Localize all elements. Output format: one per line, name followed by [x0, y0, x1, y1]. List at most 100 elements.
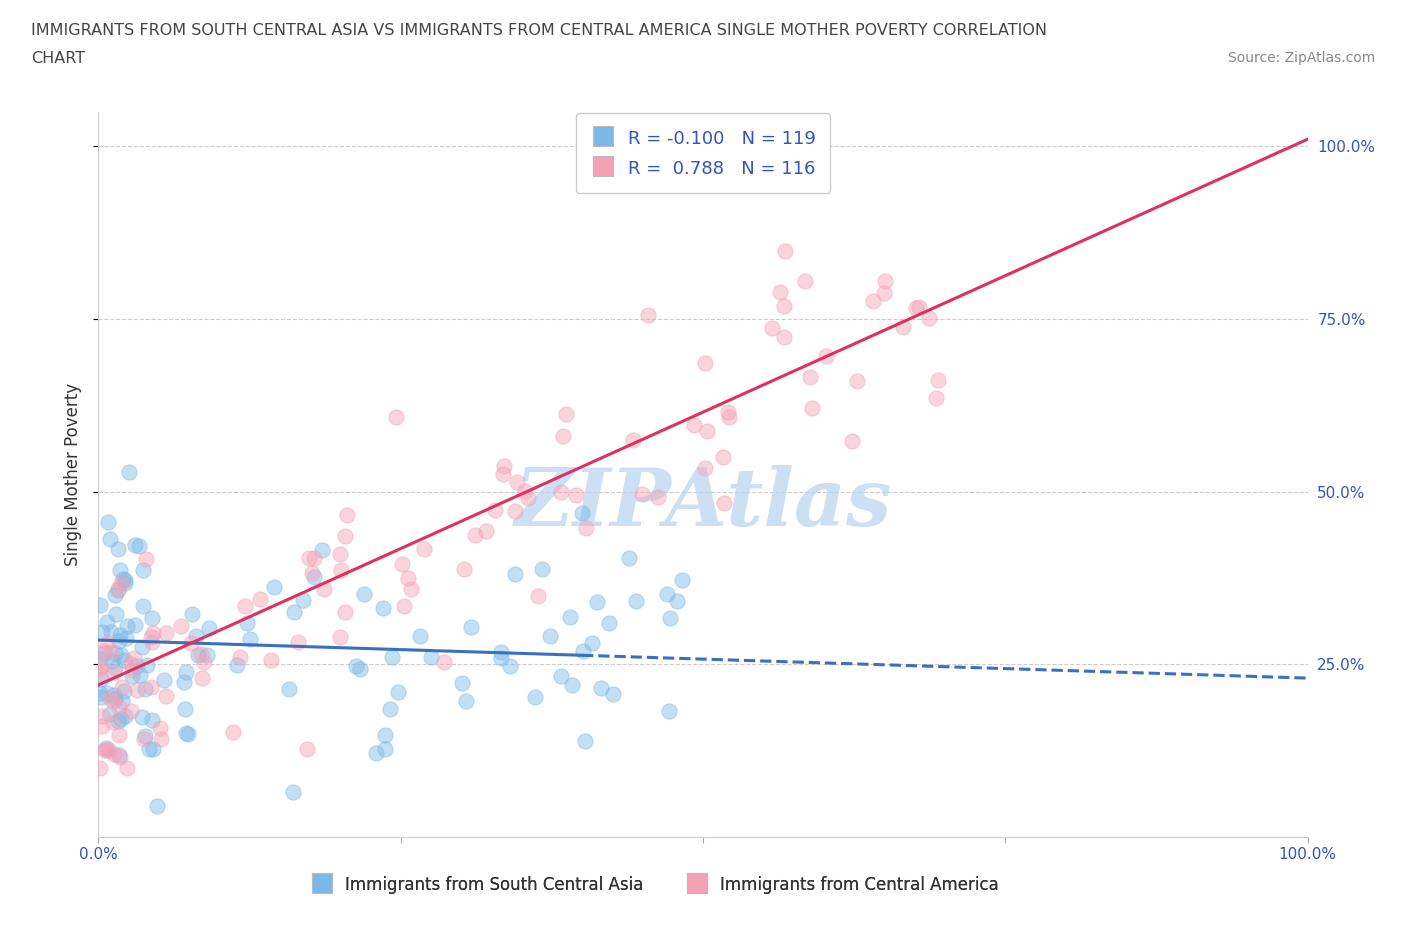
Point: [89, 660, 111, 675]
Point: [110, 648, 132, 663]
Point: [489, 644, 512, 659]
Point: [118, 465, 141, 480]
Point: [89, 761, 111, 776]
Point: [799, 370, 821, 385]
Point: [94, 740, 117, 755]
Point: [134, 682, 156, 697]
Point: [647, 490, 669, 505]
Point: [103, 747, 125, 762]
Point: [631, 486, 654, 501]
Point: [149, 732, 172, 747]
Point: [117, 618, 139, 633]
Point: [637, 308, 659, 323]
Point: [517, 491, 540, 506]
Point: [89, 658, 111, 673]
Point: [875, 273, 897, 288]
Point: [146, 799, 169, 814]
Point: [515, 484, 537, 498]
Point: [344, 658, 367, 673]
Point: [132, 563, 155, 578]
Point: [98, 532, 121, 547]
Point: [174, 702, 197, 717]
Point: [574, 734, 596, 749]
Point: [409, 629, 432, 644]
Point: [524, 689, 547, 704]
Point: [693, 460, 716, 475]
Point: [107, 633, 129, 648]
Point: [90, 671, 112, 686]
Point: [602, 686, 624, 701]
Point: [311, 543, 333, 558]
Point: [225, 658, 247, 672]
Point: [155, 626, 177, 641]
Point: [659, 610, 682, 625]
Point: [621, 432, 644, 447]
Point: [773, 244, 796, 259]
Point: [98, 742, 121, 757]
Point: [187, 647, 209, 662]
Point: [794, 273, 817, 288]
Point: [121, 669, 143, 684]
Point: [100, 625, 122, 640]
Point: [141, 611, 163, 626]
Point: [191, 671, 214, 685]
Point: [464, 528, 486, 543]
Point: [90, 719, 112, 734]
Point: [374, 742, 396, 757]
Point: [97, 514, 120, 529]
Point: [391, 556, 413, 571]
Point: [575, 521, 598, 536]
Point: [401, 581, 423, 596]
Point: [108, 748, 131, 763]
Point: [139, 679, 162, 694]
Point: [527, 589, 550, 604]
Point: [229, 649, 252, 664]
Point: [484, 502, 506, 517]
Point: [385, 409, 408, 424]
Point: [538, 629, 561, 644]
Point: [141, 712, 163, 727]
Point: [555, 406, 578, 421]
Point: [551, 428, 574, 443]
Point: [104, 660, 127, 675]
Point: [96, 636, 118, 651]
Point: [173, 675, 195, 690]
Point: [138, 742, 160, 757]
Point: [492, 467, 515, 482]
Point: [141, 635, 163, 650]
Point: [506, 474, 529, 489]
Point: [98, 707, 121, 722]
Point: [94, 742, 117, 757]
Point: [121, 663, 143, 678]
Point: [304, 551, 326, 565]
Point: [453, 561, 475, 576]
Point: [190, 646, 212, 661]
Point: [112, 684, 135, 698]
Point: [420, 649, 443, 664]
Point: [353, 587, 375, 602]
Point: [108, 750, 131, 764]
Point: [761, 320, 783, 335]
Point: [155, 689, 177, 704]
Point: [104, 588, 127, 603]
Point: [100, 644, 122, 659]
Point: [657, 704, 679, 719]
Point: [239, 631, 262, 646]
Point: [329, 562, 352, 577]
Point: [233, 599, 256, 614]
Point: [170, 618, 193, 633]
Point: [494, 458, 516, 473]
Y-axis label: Single Mother Poverty: Single Mother Poverty: [65, 383, 83, 565]
Point: [314, 581, 336, 596]
Point: [141, 630, 163, 644]
Point: [287, 634, 309, 649]
Point: [503, 567, 526, 582]
Point: [114, 573, 136, 588]
Point: [283, 604, 305, 619]
Point: [128, 538, 150, 553]
Point: [841, 433, 863, 448]
Point: [110, 576, 132, 591]
Point: [176, 665, 198, 680]
Point: [115, 631, 138, 645]
Point: [550, 669, 572, 684]
